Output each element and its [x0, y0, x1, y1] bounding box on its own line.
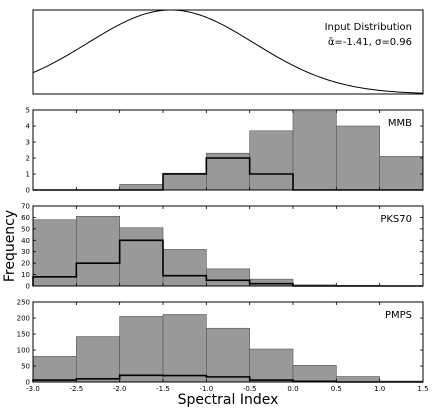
- x-axis-title: Spectral Index: [178, 392, 279, 408]
- pks70-panel: 0 10 20 30 40 50 60 70 PKS70: [21, 203, 424, 291]
- pks70-ytick-label: 50: [21, 225, 30, 233]
- x-tick-label: -3.0: [26, 385, 40, 393]
- x-axis-ticks: -3.0 -2.5 -2.0 -1.5 -1.0 -0.5 0.0 0.5 1.0 1.5: [26, 385, 428, 393]
- mmb-bar: [119, 184, 164, 191]
- pmps-bar: [32, 356, 77, 383]
- pmps-ytick-label: 50: [21, 363, 30, 371]
- mmb-bar: [249, 130, 294, 191]
- x-tick-label: 0.5: [331, 385, 342, 393]
- pks70-bar: [76, 215, 120, 287]
- pks70-ytick-label: 20: [21, 260, 30, 268]
- x-tick-label: -1.5: [156, 385, 170, 393]
- mmb-ytick-label: 5: [26, 107, 30, 115]
- mmb-ytick-label: 0: [26, 187, 30, 195]
- pmps-ytick-label: 200: [17, 315, 30, 323]
- pks70-ytick-label: 0: [26, 283, 30, 291]
- pmps-ytick-label: 250: [17, 299, 30, 307]
- pks70-ytick-label: 60: [21, 214, 30, 222]
- mmb-ytick-label: 2: [26, 155, 30, 163]
- x-tick-label: 0.0: [287, 385, 298, 393]
- pmps-bar: [119, 316, 164, 383]
- input-distribution-params: ᾱ=-1.41, σ=0.96: [328, 37, 412, 48]
- pmps-bar: [206, 327, 250, 383]
- pks70-bar: [32, 219, 77, 287]
- pks70-label: PKS70: [380, 214, 412, 225]
- x-tick-label: 1.5: [417, 385, 428, 393]
- x-tick-label: -1.0: [199, 385, 213, 393]
- pks70-bar: [206, 268, 250, 287]
- pks70-ytick-label: 70: [21, 203, 30, 211]
- pmps-bar: [162, 314, 207, 383]
- mmb-ytick-label: 3: [26, 139, 30, 147]
- mmb-bar: [379, 156, 424, 191]
- pmps-ytick-label: 0: [26, 379, 30, 387]
- y-axis-title: Frequency: [2, 210, 18, 282]
- pks70-bar: [162, 249, 207, 287]
- mmb-ytick-label: 4: [26, 123, 31, 131]
- mmb-panel: 0 1 2 3 4 5 MMB: [26, 107, 424, 195]
- pks70-panel-frame: [32, 205, 424, 287]
- gaussian-curve: [32, 9, 424, 94]
- x-tick-label: -0.5: [243, 385, 257, 393]
- pmps-label: PMPS: [385, 310, 412, 321]
- mmb-ytick-label: 1: [26, 171, 30, 179]
- mmb-bar: [292, 111, 337, 191]
- pks70-ytick-label: 30: [21, 248, 30, 256]
- pks70-ytick-label: 40: [21, 237, 30, 245]
- pmps-bar: [336, 376, 380, 383]
- pks70-bar: [119, 227, 164, 287]
- x-tick-label: -2.0: [113, 385, 127, 393]
- mmb-panel-frame: [32, 109, 424, 191]
- pmps-bar: [292, 365, 337, 383]
- x-tick-label: 1.0: [374, 385, 385, 393]
- pmps-bar: [249, 348, 294, 383]
- input-distribution-panel: Input Distribution ᾱ=-1.41, σ=0.96: [32, 9, 424, 95]
- pmps-ytick-label: 100: [17, 347, 30, 355]
- mmb-label: MMB: [388, 118, 412, 129]
- pmps-bar: [76, 336, 120, 383]
- pmps-ytick-label: 150: [17, 331, 30, 339]
- input-panel-frame: [32, 9, 424, 95]
- x-tick-label: -2.5: [69, 385, 83, 393]
- pmps-panel-frame: [32, 301, 424, 383]
- pks70-bar: [249, 278, 294, 287]
- mmb-bar: [336, 125, 380, 191]
- pmps-panel: 0 50 100 150 200 250 PMPS: [17, 299, 424, 387]
- input-distribution-title: Input Distribution: [325, 22, 412, 33]
- mmb-bar: [162, 172, 207, 191]
- pks70-ytick-label: 10: [21, 271, 30, 279]
